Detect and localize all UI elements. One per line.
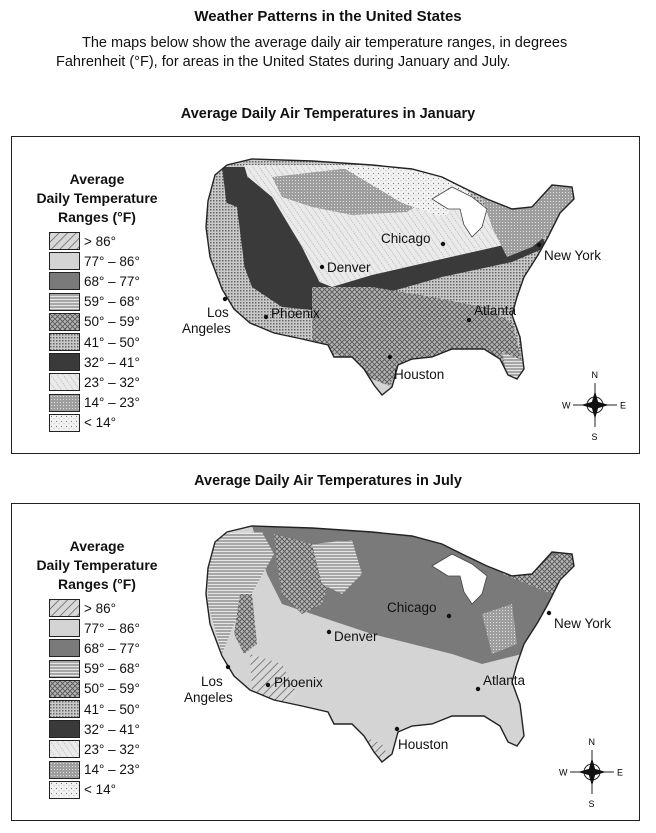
legend-item: 59° – 68° [49, 292, 140, 312]
legend-item: 41° – 50° [49, 332, 140, 352]
legend-item: 50° – 59° [49, 312, 140, 332]
page-title: Weather Patterns in the United States [194, 8, 462, 25]
svg-text:N: N [592, 370, 599, 380]
legend-item: > 86° [49, 598, 140, 618]
july-map-heading: Average Daily Air Temperatures in July [194, 473, 462, 489]
svg-text:S: S [592, 432, 598, 442]
legend-item: < 14° [49, 413, 140, 433]
legend-item: 77° – 86° [49, 618, 140, 638]
svg-text:S: S [589, 799, 595, 809]
svg-text:Phoenix: Phoenix [271, 306, 320, 321]
intro-text: The maps below show the average daily ai… [56, 35, 568, 70]
legend-item: 23° – 32° [49, 739, 140, 759]
svg-text:Atlanta: Atlanta [483, 673, 526, 688]
legend-item: 23° – 32° [49, 372, 140, 392]
legend-list: > 86° 77° – 86° 68° – 77° 59° – 68° 50° … [49, 231, 140, 433]
svg-text:Phoenix: Phoenix [274, 675, 323, 690]
svg-text:Los: Los [207, 305, 229, 320]
january-map-heading: Average Daily Air Temperatures in Januar… [180, 106, 476, 122]
legend-item: 50° – 59° [49, 679, 140, 699]
svg-text:W: W [562, 401, 571, 411]
svg-text:New York: New York [544, 248, 601, 263]
january-us-map: Chicago Denver New York Los Angeles Phoe… [182, 158, 626, 442]
legend-title: Average Daily Temperature Ranges (°F) [36, 538, 158, 592]
legend-title: Average Daily Temperature Ranges (°F) [36, 171, 158, 225]
svg-text:W: W [559, 768, 568, 778]
legend-item: 32° – 41° [49, 352, 140, 372]
july-map-panel: Average Daily Temperature Ranges (°F) > … [11, 503, 640, 821]
compass-rose-icon: N S E W [562, 370, 626, 442]
legend-item: 68° – 77° [49, 271, 140, 291]
svg-text:Houston: Houston [394, 367, 444, 382]
svg-text:Atlanta: Atlanta [474, 303, 517, 318]
svg-text:Los: Los [201, 674, 223, 689]
svg-text:Angeles: Angeles [182, 321, 231, 336]
svg-text:E: E [620, 401, 626, 411]
svg-text:Denver: Denver [334, 629, 378, 644]
legend-item: 32° – 41° [49, 719, 140, 739]
svg-text:E: E [617, 768, 623, 778]
legend-item: 77° – 86° [49, 251, 140, 271]
legend-item: 41° – 50° [49, 699, 140, 719]
svg-text:Denver: Denver [327, 260, 371, 275]
svg-text:Chicago: Chicago [387, 600, 437, 615]
legend-list: > 86° 77° – 86° 68° – 77° 59° – 68° 50° … [49, 598, 140, 800]
legend-item: 68° – 77° [49, 638, 140, 658]
svg-text:New York: New York [554, 616, 611, 631]
january-map-panel: Average Daily Temperature Ranges (°F) > … [11, 136, 640, 454]
legend-item: > 86° [49, 231, 140, 251]
svg-text:N: N [589, 737, 596, 747]
legend-item: 14° – 23° [49, 393, 140, 413]
svg-text:Angeles: Angeles [184, 690, 233, 705]
legend-item: 14° – 23° [49, 760, 140, 780]
svg-text:Chicago: Chicago [381, 231, 431, 246]
compass-rose-icon: N S E W [559, 737, 623, 809]
legend-item: < 14° [49, 780, 140, 800]
july-us-map: Chicago Denver New York Los Angeles Phoe… [184, 525, 623, 809]
legend-item: 59° – 68° [49, 659, 140, 679]
svg-text:Houston: Houston [398, 737, 448, 752]
